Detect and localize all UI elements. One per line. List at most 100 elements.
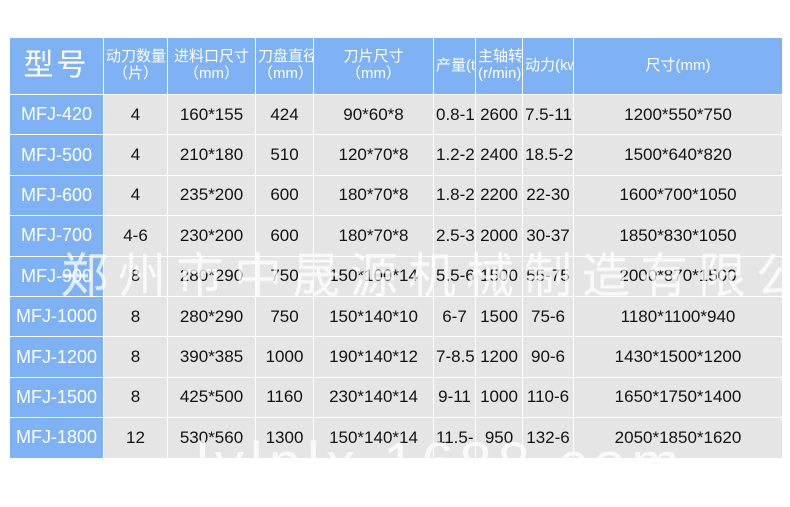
cell-dimensions: 1430*1500*1200 (573, 336, 783, 378)
column-header-power: 动力(kw) (522, 37, 574, 95)
column-header-power-unit: (kw) (555, 56, 572, 74)
cell-model: MFJ-1000 (9, 295, 104, 338)
table-row: MFJ-6004235*200600180*70*81.8-2.5220022-… (9, 174, 783, 217)
cell-blade-size: 150*140*10 (313, 295, 434, 338)
cell-power: 22-30 (522, 174, 574, 217)
cell-capacity: 11.5-14 (433, 417, 476, 459)
cell-cutter-disc-diameter: 750 (255, 295, 314, 338)
cell-blade-size: 120*70*8 (313, 134, 434, 176)
cell-spindle-speed: 1500 (475, 295, 523, 338)
cell-power: 30-37 (522, 215, 574, 257)
cell-dimensions: 1500*640*820 (573, 134, 783, 176)
cell-capacity: 7-8.5 (433, 336, 476, 378)
column-header-spindle-speed: 主轴转速 (r/min) (475, 37, 523, 95)
column-header-capacity-unit: (t/h) (466, 56, 476, 74)
column-header-feed-inlet: 进料口尺寸 （mm） (167, 37, 256, 95)
cell-feed-inlet: 210*180 (167, 134, 256, 176)
cell-spindle-speed: 2400 (475, 134, 523, 176)
cell-blade-size: 180*70*8 (313, 174, 434, 217)
cell-model: MFJ-1500 (9, 376, 104, 419)
column-header-cutter-disc-diameter: 刀盘直径 （mm） (255, 37, 314, 95)
column-header-feed-inlet-unit: （mm） (184, 65, 239, 82)
column-header-blade-count-label: 动刀数量 (106, 48, 167, 66)
cell-power: 55-75 (522, 255, 574, 297)
column-header-spindle-speed-label: 主轴转速 (478, 48, 523, 66)
column-header-feed-inlet-label: 进料口尺寸 (173, 48, 249, 66)
cell-feed-inlet: 390*385 (167, 336, 256, 378)
cell-blade-count: 12 (103, 417, 168, 459)
column-header-dimensions-label: 尺寸 (645, 56, 676, 74)
cell-cutter-disc-diameter: 600 (255, 174, 314, 217)
cell-dimensions: 1200*550*750 (573, 93, 783, 136)
column-header-blade-count-unit: （片） (112, 65, 158, 82)
column-header-model-label: 型号 (23, 49, 90, 83)
cell-blade-size: 190*140*12 (313, 336, 434, 378)
cell-feed-inlet: 230*200 (167, 215, 256, 257)
column-header-cutter-disc-diameter-unit: （mm） (258, 65, 313, 82)
cell-blade-count: 8 (103, 376, 168, 419)
cell-cutter-disc-diameter: 1000 (255, 336, 314, 378)
cell-blade-count: 8 (103, 336, 168, 378)
cell-dimensions: 2000*870*1500 (573, 255, 783, 297)
cell-blade-size: 230*140*14 (313, 376, 434, 419)
cell-capacity: 9-11 (433, 376, 476, 419)
cell-capacity: 5.5-6.5 (433, 255, 476, 297)
cell-model: MFJ-700 (9, 215, 104, 257)
cell-power: 90-6 (522, 336, 574, 378)
specification-table-container: 型号 动刀数量 （片） 进料口尺寸 （mm） 刀盘直径 （mm） 刀片尺寸 （m… (9, 37, 783, 459)
cell-blade-count: 4 (103, 93, 168, 136)
cell-spindle-speed: 2200 (475, 174, 523, 217)
table-header: 型号 动刀数量 （片） 进料口尺寸 （mm） 刀盘直径 （mm） 刀片尺寸 （m… (9, 37, 783, 95)
cell-spindle-speed: 950 (475, 417, 523, 459)
column-header-capacity: 产量(t/h) (433, 37, 476, 95)
cell-feed-inlet: 160*155 (167, 93, 256, 136)
table-row: MFJ-5004210*180510120*70*81.2-2.0240018.… (9, 134, 783, 176)
column-header-dimensions: 尺寸(mm) (573, 37, 783, 95)
table-row: MFJ-1500 8 425*500 1160 230*140*14 9-11 1000 11… (9, 376, 783, 419)
cell-blade-count: 4-6 (103, 215, 168, 257)
table-row: MFJ-180012530*5601300150*140*1411.5-1495… (9, 417, 783, 459)
specification-table: 型号 动刀数量 （片） 进料口尺寸 （mm） 刀盘直径 （mm） 刀片尺寸 （m… (9, 37, 783, 459)
cell-power: 18.5-22 (522, 134, 574, 176)
cell-blade-size: 150*100*14 (313, 255, 434, 297)
cell-dimensions: 1650*1750*1400 (573, 376, 783, 419)
table-row: MFJ-1200 8 390*385 1000 190*140*12 7-8.5 1200 9… (9, 336, 783, 378)
cell-cutter-disc-diameter: 1300 (255, 417, 314, 459)
cell-dimensions: 2050*1850*1620 (573, 417, 783, 459)
cell-feed-inlet: 280*290 (167, 295, 256, 338)
cell-dimensions: 1600*700*1050 (573, 174, 783, 217)
cell-feed-inlet: 280*290 (167, 255, 256, 297)
cell-capacity: 2.5-3.5 (433, 215, 476, 257)
cell-blade-count: 8 (103, 255, 168, 297)
cell-power: 110-6 (522, 376, 574, 419)
cell-cutter-disc-diameter: 1160 (255, 376, 314, 419)
cell-power: 7.5-11 (522, 93, 574, 136)
cell-spindle-speed: 1500 (475, 255, 523, 297)
cell-feed-inlet: 425*500 (167, 376, 256, 419)
column-header-blade-count: 动刀数量 （片） (103, 37, 168, 95)
column-header-model: 型号 (9, 37, 104, 95)
cell-cutter-disc-diameter: 750 (255, 255, 314, 297)
table-row: MFJ-7004-6230*200600180*70*82.5-3.520003… (9, 215, 783, 257)
column-header-power-label: 动力 (525, 56, 556, 74)
cell-power: 132-6 (522, 417, 574, 459)
cell-blade-size: 180*70*8 (313, 215, 434, 257)
column-header-dimensions-unit: (mm) (675, 56, 711, 74)
cell-capacity: 1.8-2.5 (433, 174, 476, 217)
cell-blade-count: 4 (103, 174, 168, 217)
cell-model: MFJ-420 (9, 93, 104, 136)
column-header-spindle-speed-unit: (r/min) (478, 65, 522, 82)
cell-dimensions: 1850*830*1050 (573, 215, 783, 257)
cell-dimensions: 1180*1100*940 (573, 295, 783, 338)
cell-model: MFJ-1200 (9, 336, 104, 378)
cell-blade-size: 90*60*8 (313, 93, 434, 136)
cell-cutter-disc-diameter: 600 (255, 215, 314, 257)
cell-blade-size: 150*140*14 (313, 417, 434, 459)
cell-cutter-disc-diameter: 510 (255, 134, 314, 176)
cell-model: MFJ-1800 (9, 417, 104, 459)
column-header-cutter-disc-diameter-label: 刀盘直径 (258, 48, 314, 66)
cell-model: MFJ-600 (9, 174, 104, 217)
cell-spindle-speed: 1000 (475, 376, 523, 419)
cell-feed-inlet: 530*560 (167, 417, 256, 459)
cell-spindle-speed: 1200 (475, 336, 523, 378)
